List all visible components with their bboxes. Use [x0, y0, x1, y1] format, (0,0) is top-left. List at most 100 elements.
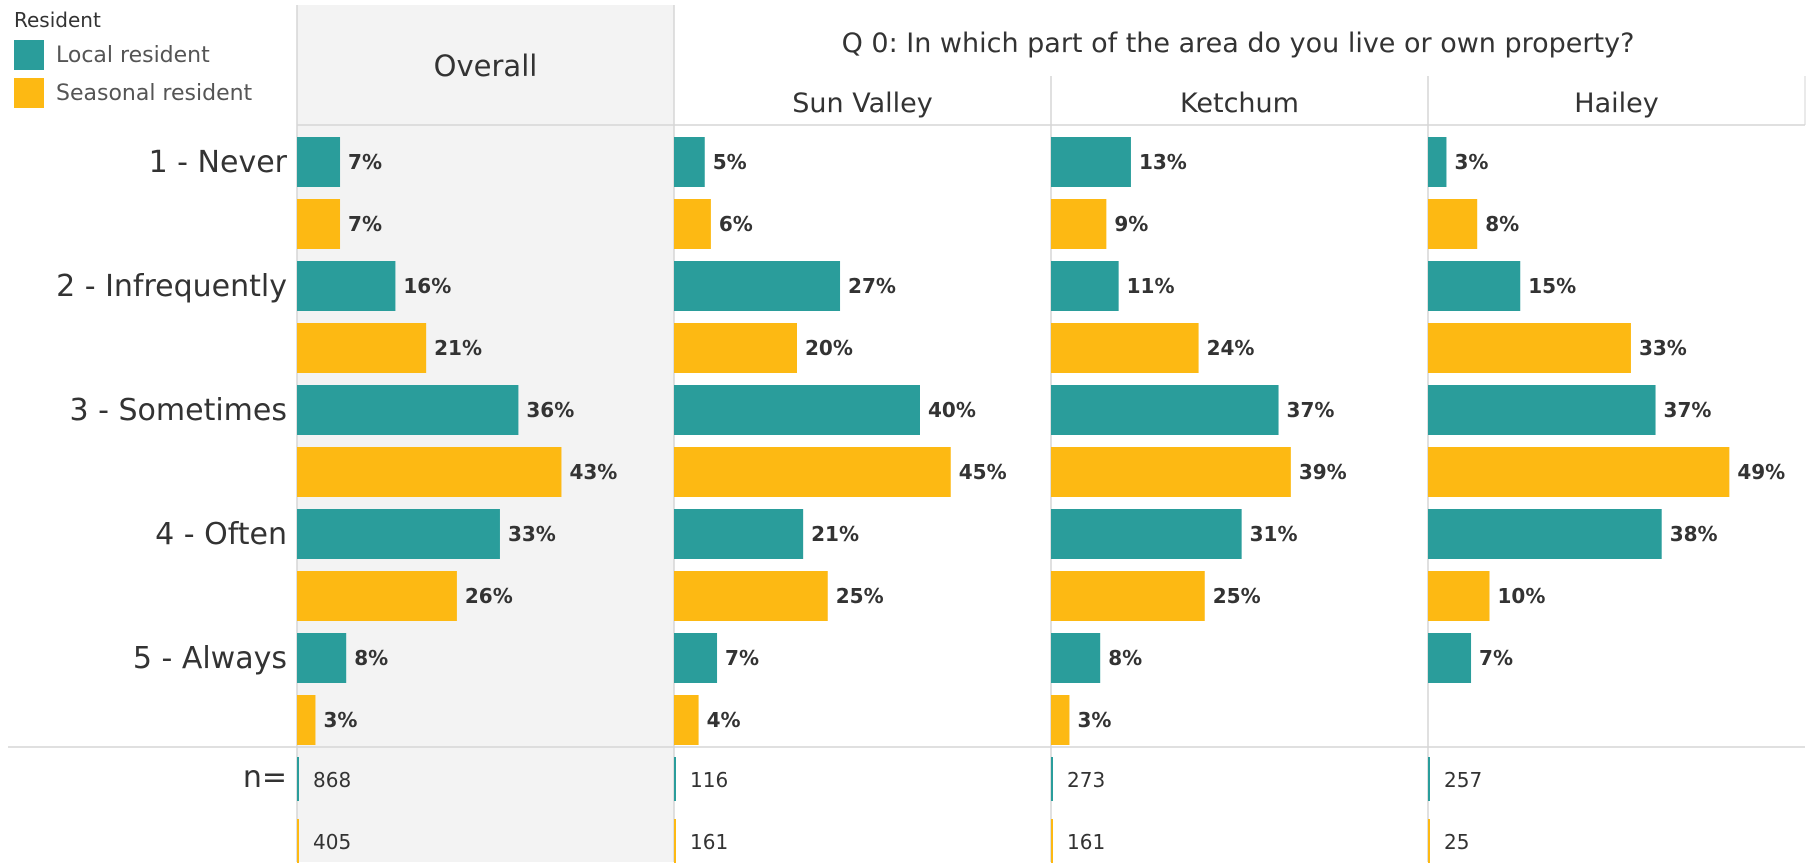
category-label: 1 - Never: [149, 145, 288, 180]
n-value-local-hailey: 257: [1444, 768, 1482, 792]
n-value-seasonal-hailey: 25: [1444, 830, 1469, 854]
bar-seasonal-sun-valley: [674, 199, 711, 249]
data-label-local-hailey: 7%: [1479, 646, 1513, 670]
data-label-seasonal-overall: 21%: [434, 336, 482, 360]
bar-local-hailey: [1428, 633, 1471, 683]
data-label-local-ketchum: 13%: [1139, 150, 1187, 174]
data-label-seasonal-ketchum: 25%: [1213, 584, 1261, 608]
bar-seasonal-overall: [297, 571, 457, 621]
data-label-seasonal-hailey: 8%: [1485, 212, 1519, 236]
data-label-local-hailey: 38%: [1670, 522, 1718, 546]
bar-seasonal-hailey: [1428, 199, 1477, 249]
n-bar-local-ketchum: [1051, 757, 1053, 801]
data-label-seasonal-sun-valley: 6%: [719, 212, 753, 236]
data-label-seasonal-overall: 7%: [348, 212, 382, 236]
panel-header-ketchum: Ketchum: [1180, 88, 1299, 119]
bar-local-overall: [297, 385, 518, 435]
data-label-local-sun-valley: 27%: [848, 274, 896, 298]
category-label: 2 - Infrequently: [56, 269, 287, 304]
n-bar-seasonal-sun-valley: [674, 819, 676, 863]
bar-local-ketchum: [1051, 385, 1279, 435]
data-label-seasonal-hailey: 33%: [1639, 336, 1687, 360]
bar-seasonal-overall: [297, 447, 561, 497]
data-label-seasonal-overall: 43%: [569, 460, 617, 484]
data-label-seasonal-ketchum: 9%: [1114, 212, 1148, 236]
n-label: n=: [243, 760, 287, 795]
data-label-local-overall: 8%: [354, 646, 388, 670]
n-bar-seasonal-hailey: [1428, 819, 1430, 863]
chart-title: Q 0: In which part of the area do you li…: [842, 28, 1635, 59]
bar-seasonal-overall: [297, 323, 426, 373]
data-label-seasonal-ketchum: 3%: [1077, 708, 1111, 732]
bar-local-sun-valley: [674, 261, 840, 311]
category-label: 4 - Often: [155, 517, 287, 552]
bar-seasonal-sun-valley: [674, 323, 797, 373]
data-label-local-hailey: 3%: [1454, 150, 1488, 174]
bar-seasonal-overall: [297, 199, 340, 249]
bar-seasonal-ketchum: [1051, 447, 1291, 497]
bar-local-ketchum: [1051, 261, 1119, 311]
n-value-local-overall: 868: [313, 768, 351, 792]
n-value-seasonal-ketchum: 161: [1067, 830, 1105, 854]
bar-local-overall: [297, 261, 395, 311]
data-label-local-sun-valley: 5%: [713, 150, 747, 174]
data-label-seasonal-sun-valley: 25%: [836, 584, 884, 608]
bar-seasonal-overall: [297, 695, 315, 745]
bar-local-overall: [297, 633, 346, 683]
data-label-local-overall: 36%: [526, 398, 574, 422]
data-label-local-sun-valley: 7%: [725, 646, 759, 670]
data-label-seasonal-overall: 26%: [465, 584, 513, 608]
bar-local-overall: [297, 137, 340, 187]
bar-local-hailey: [1428, 509, 1662, 559]
bar-local-ketchum: [1051, 509, 1242, 559]
n-bar-seasonal-overall: [297, 819, 299, 863]
panel-header-sun-valley: Sun Valley: [792, 88, 932, 119]
category-label: 3 - Sometimes: [70, 393, 287, 428]
data-label-seasonal-sun-valley: 45%: [959, 460, 1007, 484]
bar-seasonal-ketchum: [1051, 695, 1069, 745]
n-bar-local-hailey: [1428, 757, 1430, 801]
data-label-local-overall: 33%: [508, 522, 556, 546]
n-bar-local-sun-valley: [674, 757, 676, 801]
bar-local-sun-valley: [674, 509, 803, 559]
category-label: 5 - Always: [133, 641, 287, 676]
data-label-seasonal-ketchum: 39%: [1299, 460, 1347, 484]
bar-local-hailey: [1428, 137, 1446, 187]
data-label-seasonal-sun-valley: 4%: [707, 708, 741, 732]
n-value-seasonal-sun-valley: 161: [690, 830, 728, 854]
data-label-local-ketchum: 11%: [1127, 274, 1175, 298]
bar-local-sun-valley: [674, 385, 920, 435]
data-label-local-overall: 16%: [403, 274, 451, 298]
bar-local-ketchum: [1051, 633, 1100, 683]
bar-seasonal-ketchum: [1051, 323, 1199, 373]
data-label-seasonal-hailey: 49%: [1737, 460, 1785, 484]
bar-seasonal-hailey: [1428, 323, 1631, 373]
bar-seasonal-sun-valley: [674, 695, 699, 745]
data-label-seasonal-overall: 3%: [323, 708, 357, 732]
bar-seasonal-hailey: [1428, 447, 1729, 497]
bar-seasonal-ketchum: [1051, 571, 1205, 621]
bar-local-overall: [297, 509, 500, 559]
bar-local-hailey: [1428, 385, 1656, 435]
bar-seasonal-sun-valley: [674, 447, 951, 497]
bar-local-sun-valley: [674, 633, 717, 683]
data-label-seasonal-sun-valley: 20%: [805, 336, 853, 360]
bar-seasonal-hailey: [1428, 571, 1490, 621]
data-label-local-ketchum: 31%: [1250, 522, 1298, 546]
bar-seasonal-sun-valley: [674, 571, 828, 621]
panel-header-overall: Overall: [434, 49, 538, 83]
data-label-seasonal-hailey: 10%: [1498, 584, 1546, 608]
data-label-local-hailey: 37%: [1664, 398, 1712, 422]
data-label-local-ketchum: 37%: [1287, 398, 1335, 422]
n-bar-seasonal-ketchum: [1051, 819, 1053, 863]
panel-header-hailey: Hailey: [1574, 88, 1658, 119]
data-label-local-ketchum: 8%: [1108, 646, 1142, 670]
n-value-seasonal-overall: 405: [313, 830, 351, 854]
bar-local-sun-valley: [674, 137, 705, 187]
n-value-local-ketchum: 273: [1067, 768, 1105, 792]
data-label-seasonal-ketchum: 24%: [1207, 336, 1255, 360]
data-label-local-sun-valley: 21%: [811, 522, 859, 546]
n-bar-local-overall: [297, 757, 299, 801]
data-label-local-hailey: 15%: [1528, 274, 1576, 298]
